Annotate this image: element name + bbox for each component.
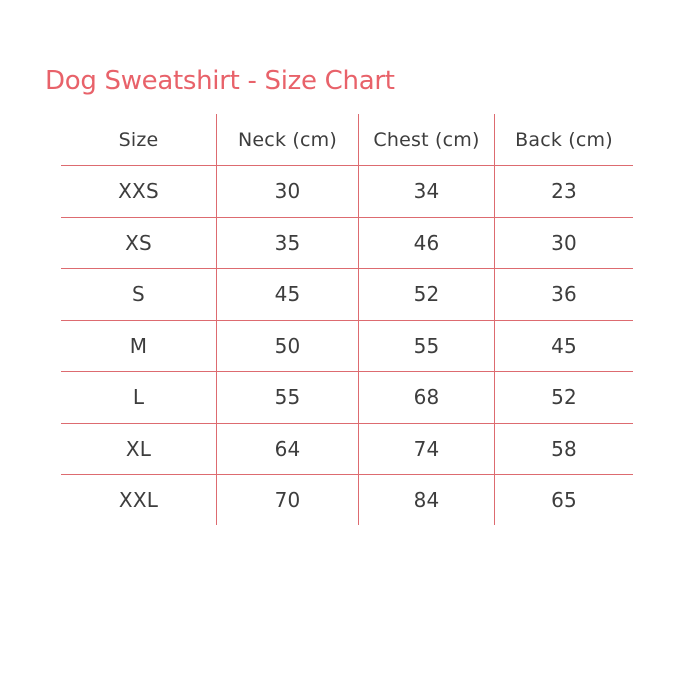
cell-back: 30	[494, 217, 633, 268]
table-row-xxs: XXS 30 34 23	[61, 166, 633, 218]
cell-back: 58	[494, 423, 633, 474]
cell-back: 23	[494, 166, 633, 217]
table-header-row: Size Neck (cm) Chest (cm) Back (cm)	[61, 114, 633, 166]
cell-neck: 64	[216, 423, 358, 474]
cell-back: 65	[494, 475, 633, 525]
cell-size: XL	[125, 436, 152, 461]
table-row-xs: XS 35 46 30	[61, 217, 633, 269]
table-row-m: M 50 55 45	[61, 320, 633, 372]
page-title: Dog Sweatshirt - Size Chart	[45, 66, 395, 96]
table-row-l: L 55 68 52	[61, 372, 633, 424]
cell-chest: 46	[358, 217, 494, 268]
column-header-neck: Neck (cm)	[216, 114, 358, 165]
size-chart-table: Size Neck (cm) Chest (cm) Back (cm) XXS …	[61, 114, 633, 525]
cell-size: L	[132, 385, 145, 410]
cell-chest: 55	[358, 320, 494, 371]
table-row-s: S 45 52 36	[61, 269, 633, 321]
cell-neck: 45	[216, 269, 358, 320]
table-row-xxl: XXL 70 84 65	[61, 475, 633, 525]
cell-size: M	[129, 333, 148, 358]
cell-size: XS	[125, 230, 152, 255]
cell-size: S	[132, 282, 145, 307]
cell-size: XXS	[118, 179, 159, 204]
cell-back: 36	[494, 269, 633, 320]
column-header-size: Size	[118, 128, 159, 151]
cell-chest: 34	[358, 166, 494, 217]
table-row-xl: XL 64 74 58	[61, 423, 633, 475]
column-header-back: Back (cm)	[494, 114, 633, 165]
cell-chest: 68	[358, 372, 494, 423]
cell-neck: 55	[216, 372, 358, 423]
column-header-chest: Chest (cm)	[358, 114, 494, 165]
cell-neck: 70	[216, 475, 358, 525]
cell-back: 45	[494, 320, 633, 371]
cell-chest: 74	[358, 423, 494, 474]
cell-neck: 30	[216, 166, 358, 217]
cell-neck: 35	[216, 217, 358, 268]
cell-chest: 84	[358, 475, 494, 525]
cell-chest: 52	[358, 269, 494, 320]
cell-neck: 50	[216, 320, 358, 371]
cell-back: 52	[494, 372, 633, 423]
cell-size: XXL	[118, 488, 159, 512]
